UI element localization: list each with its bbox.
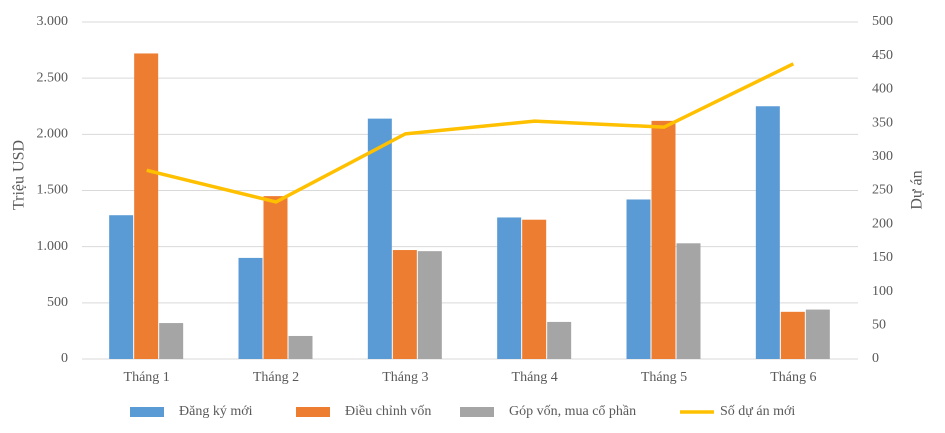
y2-tick-label: 150 <box>872 250 893 265</box>
bar <box>676 243 701 359</box>
y-tick-label: 1.500 <box>37 183 69 198</box>
bar <box>238 257 263 359</box>
x-tick-label: Tháng 5 <box>641 370 687 385</box>
bar <box>392 250 417 359</box>
y-tick-label: 0 <box>61 351 68 366</box>
y-tick-label: 3.000 <box>37 14 69 29</box>
bar <box>288 335 313 359</box>
y2-axis-title: Dự án <box>909 170 926 209</box>
y2-tick-label: 300 <box>872 149 893 164</box>
y2-tick-label: 400 <box>872 82 893 97</box>
x-tick-label: Tháng 1 <box>124 370 170 385</box>
y-tick-label: 1.000 <box>37 239 69 254</box>
bar <box>134 53 159 359</box>
y2-tick-label: 250 <box>872 183 893 198</box>
bar <box>497 217 522 359</box>
legend-label: Số dự án mới <box>720 404 795 419</box>
line-series <box>146 62 795 204</box>
bar <box>780 311 805 359</box>
legend-label: Đăng ký mới <box>179 404 253 419</box>
bar <box>367 118 392 360</box>
x-tick-label: Tháng 3 <box>382 370 428 385</box>
y-tick-label: 500 <box>47 295 68 310</box>
legend-label: Góp vốn, mua cổ phần <box>509 404 636 419</box>
legend-swatch <box>130 407 164 417</box>
legend-label: Điều chỉnh vốn <box>345 404 431 419</box>
bar <box>159 323 184 359</box>
bar <box>547 321 572 359</box>
bar <box>522 219 547 359</box>
y-axis-title: Triệu USD <box>11 140 28 210</box>
bar <box>263 196 288 359</box>
legend-swatch <box>296 407 330 417</box>
y-tick-label: 2.000 <box>37 127 69 142</box>
bar <box>417 251 442 359</box>
bar <box>626 199 651 359</box>
y2-tick-label: 450 <box>872 48 893 63</box>
y2-tick-label: 350 <box>872 115 893 130</box>
y2-tick-label: 200 <box>872 216 893 231</box>
bar <box>109 215 134 359</box>
bar <box>755 106 780 359</box>
bar <box>805 309 830 359</box>
y2-tick-label: 500 <box>872 14 893 29</box>
x-tick-label: Tháng 4 <box>512 370 558 385</box>
bar <box>651 120 676 359</box>
y2-tick-label: 100 <box>872 284 893 299</box>
x-tick-label: Tháng 6 <box>770 370 816 385</box>
y2-tick-label: 50 <box>872 318 886 333</box>
legend-swatch <box>460 407 494 417</box>
y2-tick-label: 0 <box>872 351 879 366</box>
y-tick-label: 2.500 <box>37 70 69 85</box>
x-tick-label: Tháng 2 <box>253 370 299 385</box>
